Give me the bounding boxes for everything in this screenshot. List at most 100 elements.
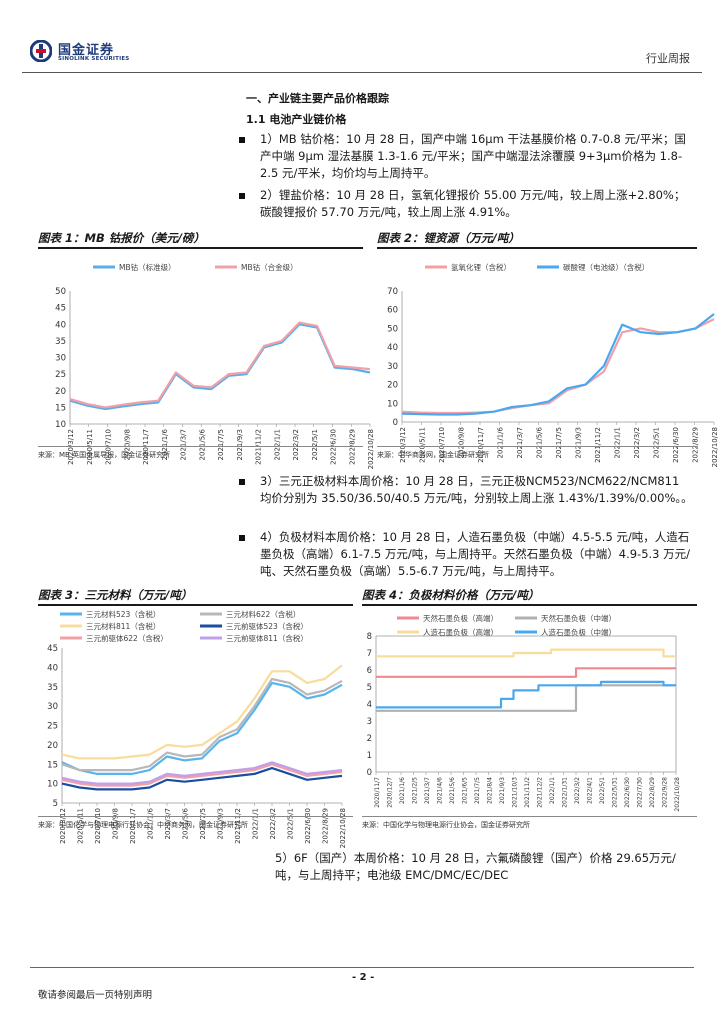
x-tick-label: 2021/5/6 [198, 428, 206, 460]
y-tick-label: 10 [47, 780, 58, 790]
y-tick-label: 25 [47, 722, 58, 732]
x-tick-label: 2021/9/3 [217, 808, 225, 839]
figure-1-source-rule [38, 446, 363, 447]
x-tick-label: 2022/8/29 [649, 777, 656, 808]
paragraph-5: 5）6F（国产）本周价格：10 月 28 日，六氟磷酸锂（国产）价格 29.65… [239, 850, 694, 884]
series-line-1 [401, 318, 715, 415]
legend-label: 天然石墨负极（中端） [541, 613, 616, 623]
legend-label: 人造石墨负极（高端） [423, 627, 498, 637]
figure-1-title-rule [38, 247, 363, 249]
y-tick-label: 45 [47, 644, 58, 654]
y-tick-label: 30 [55, 354, 66, 364]
figure-1-chart: 1015202530354045502020/3/122020/5/112020… [55, 262, 375, 469]
x-tick-label: 2022/1/1 [549, 777, 556, 804]
x-tick-label: 2022/10/28 [711, 427, 719, 467]
x-tick-label: 2022/5/31 [612, 777, 619, 808]
series-line-6 [61, 761, 343, 785]
series-line-4 [61, 767, 343, 791]
x-tick-label: 2021/4/6 [437, 777, 444, 804]
figure-1-source: 来源：MB 英国金属导报，国金证券研究所 [38, 451, 171, 459]
series-line-4 [376, 680, 676, 709]
figure-2-source-rule [377, 446, 697, 447]
report-type: 行业周报 [646, 52, 690, 65]
subsection-heading: 1.1 电池产业链价格 [246, 113, 347, 126]
y-tick-label: 0 [393, 418, 398, 428]
bullet-paragraph-1: 1）MB 钴价格：10 月 28 日，国产中端 16μm 干法基膜价格 0.7-… [239, 131, 694, 182]
x-tick-label: 2022/10/28 [367, 429, 375, 469]
x-tick-label: 2022/3/2 [633, 427, 641, 458]
x-tick-label: 2021/1/6 [161, 428, 169, 460]
x-tick-label: 2022/7/30 [637, 777, 644, 808]
x-tick-label: 2021/11/2 [524, 777, 531, 808]
x-tick-label: 2021/12/2 [537, 777, 544, 808]
series-line-5 [61, 763, 343, 787]
bullet-square-icon [239, 193, 245, 199]
y-tick-label: 35 [55, 337, 66, 347]
y-tick-label: 10 [387, 399, 398, 409]
figure-2-title: 图表 2：锂资源（万元/吨） [377, 231, 520, 245]
series-line-1 [61, 681, 343, 775]
figure-1-title: 图表 1：MB 钴报价（美元/磅） [38, 231, 205, 245]
x-tick-label: 2021/1/6 [147, 807, 155, 839]
x-tick-label: 2020/11/7 [477, 427, 485, 463]
legend-label: MB钴（标准级） [119, 262, 176, 272]
x-tick-label: 2022/10/28 [674, 777, 681, 812]
x-tick-label: 2020/7/10 [438, 427, 446, 463]
legend-label: 三元前驱体811（含税） [226, 633, 308, 643]
x-tick-label: 2022/10/28 [339, 808, 347, 848]
x-tick-label: 2021/7/5 [217, 429, 225, 460]
legend-label: 三元前驱体622（含税） [86, 633, 168, 643]
x-tick-label: 2020/7/10 [94, 808, 102, 844]
legend-label: 三元材料523（含税） [86, 609, 160, 619]
x-tick-label: 2021/3/7 [180, 429, 188, 460]
x-tick-label: 2020/9/8 [458, 427, 466, 458]
y-tick-label: 1 [367, 751, 372, 761]
paragraph-text: 5）6F（国产）本周价格：10 月 28 日，六氟磷酸锂（国产）价格 29.65… [275, 851, 676, 882]
y-tick-label: 7 [367, 649, 372, 659]
page-number: - 2 - [352, 972, 375, 983]
x-tick-label: 2021/5/6 [449, 777, 456, 804]
x-tick-label: 2022/9/28 [662, 777, 669, 808]
y-tick-label: 40 [47, 663, 58, 673]
x-tick-label: 2022/3/2 [292, 429, 300, 460]
x-tick-label: 2021/5/6 [536, 426, 544, 458]
x-tick-label: 2022/1/1 [252, 808, 260, 839]
figure-3-title: 图表 3：三元材料（万元/吨） [38, 588, 193, 602]
y-tick-label: 6 [367, 666, 372, 676]
figure-4-title: 图表 4：负极材料价格（万元/吨） [362, 588, 540, 602]
y-tick-label: 5 [53, 799, 58, 809]
y-tick-label: 50 [387, 324, 398, 334]
x-tick-label: 2021/2/5 [412, 777, 419, 804]
y-tick-label: 50 [55, 287, 66, 297]
x-tick-label: 2021/11/2 [234, 808, 242, 844]
y-tick-label: 10 [55, 420, 66, 430]
legend-label: 三元前驱体523（含税） [226, 621, 308, 631]
series-line-1 [376, 667, 676, 678]
x-tick-label: 2021/1/6 [399, 777, 406, 804]
x-tick-label: 2020/9/8 [112, 808, 120, 839]
y-tick-label: 8 [367, 632, 372, 642]
logo-text-en: SINOLINK SECURITIES [58, 56, 130, 62]
x-tick-label: 2021/10/3 [512, 777, 519, 808]
y-tick-label: 15 [47, 760, 58, 770]
x-tick-label: 2022/6/30 [672, 427, 680, 463]
figure-3-chart: 5 10 15 20 25 30 35 40 45 2020/3/12 2020/5/11 2020/… [47, 609, 347, 848]
legend-label: 氢氧化锂（含税） [451, 262, 511, 272]
figure-3-source: 来源：中国化学与物理电源行业协会，中华商务网，国金证券研究所 [38, 821, 248, 829]
legend-label: MB钴（合金级） [241, 262, 298, 272]
header-divider [22, 72, 702, 73]
series-line-2 [61, 677, 343, 772]
y-tick-label: 35 [47, 683, 58, 693]
y-tick-label: 20 [47, 741, 58, 751]
y-tick-label: 70 [387, 287, 398, 297]
x-tick-label: 2022/5/1 [599, 777, 606, 804]
y-tick-label: 3 [367, 717, 372, 727]
x-tick-label: 2021/8/4 [487, 777, 494, 804]
series-line-2 [401, 313, 715, 416]
series-line-2 [69, 321, 371, 409]
x-tick-label: 2021/11/2 [594, 427, 602, 463]
sinolink-logo-icon [30, 40, 52, 62]
x-tick-label: 2022/8/29 [322, 808, 330, 844]
series-line-2 [376, 684, 676, 712]
series-line-3 [376, 648, 676, 658]
